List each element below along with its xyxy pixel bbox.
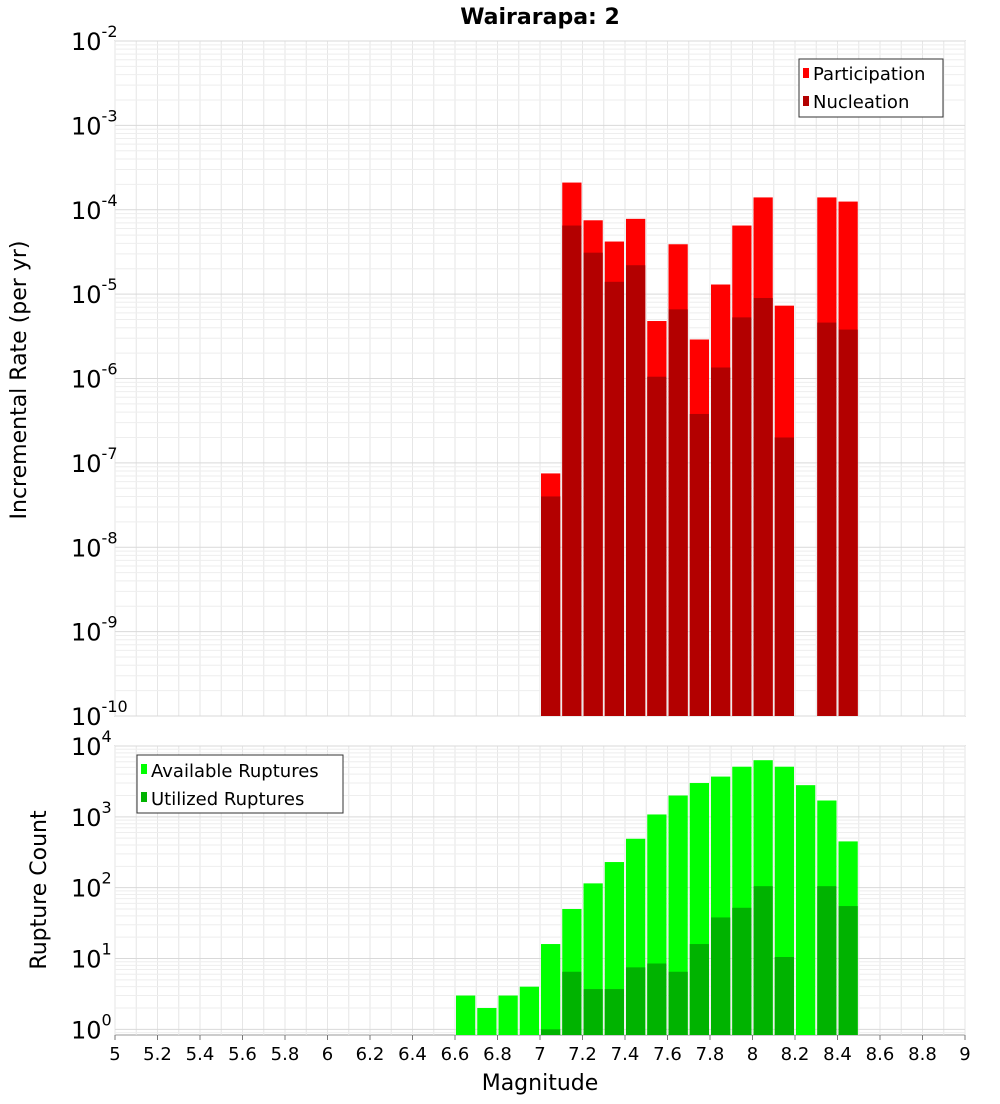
x-tick-label: 6.2 [356,1044,385,1065]
y-tick-label: 102 [71,869,112,903]
rate-legend-box [798,58,944,118]
nucleation-bar [838,329,858,716]
x-tick-label: 8.4 [823,1044,852,1065]
available-legend-swatch [141,764,147,774]
x-tick-label: 5.8 [271,1044,300,1065]
x-tick-label: 8 [747,1044,758,1065]
x-tick-label: 7.8 [696,1044,725,1065]
x-tick-label: 5.6 [228,1044,257,1065]
count-gridlines [114,745,966,1035]
x-tick-label: 5.4 [186,1044,215,1065]
rate-bars [541,182,858,717]
y-tick-label: 100 [71,1010,112,1044]
x-tick-label: 6.4 [398,1044,427,1065]
nucleation-bar [562,225,582,716]
nucleation-bar [647,376,667,716]
y-tick-label: 10-5 [71,275,118,309]
x-tick-label: 7.2 [568,1044,597,1065]
x-tick-label: 5.2 [143,1044,172,1065]
available-ruptures-bar [541,944,561,1035]
utilized-ruptures-bar [626,967,646,1035]
available-legend-label: Available Ruptures [151,761,319,782]
utilized-ruptures-bar [689,944,709,1035]
rate-gridlines [114,40,966,717]
available-ruptures-bar [477,1008,497,1035]
count-y-ticks: 104 103 102 101 100 [71,727,112,1044]
nucleation-legend-label: Nucleation [813,92,909,113]
rate-y-axis-label: Incremental Rate (per yr) [7,241,32,520]
x-tick-label: 9 [959,1044,970,1065]
utilized-ruptures-bar [732,907,752,1035]
y-tick-label: 10-9 [71,613,118,647]
nucleation-bar [774,437,794,716]
x-tick-label: 6 [322,1044,333,1065]
y-tick-label: 10-7 [71,444,118,478]
nucleation-bar [604,281,624,716]
y-tick-label: 103 [71,798,112,832]
y-tick-label: 101 [71,940,112,974]
utilized-ruptures-bar [711,917,731,1035]
rate-y-ticks: 10-2 10-3 10-4 10-5 10-6 10-7 10-8 10-9 10-10 [71,22,128,731]
available-ruptures-bar [456,995,476,1035]
nucleation-bar [711,367,731,716]
y-tick-label: 10-2 [71,22,118,56]
utilized-ruptures-bar [774,956,794,1035]
utilized-ruptures-bar [647,963,667,1035]
utilized-ruptures-bar [838,906,858,1035]
x-tick-label: 8.8 [908,1044,937,1065]
nucleation-bar [583,252,603,716]
available-ruptures-bar [498,995,518,1035]
x-tick-label: 6.8 [483,1044,512,1065]
count-y-axis-label: Rupture Count [27,810,52,970]
count-legend-box [136,754,344,814]
utilized-ruptures-bar [583,989,603,1035]
y-tick-label: 104 [71,727,112,761]
participation-legend-label: Participation [813,64,925,85]
count-bars [456,760,858,1035]
utilized-ruptures-bar [562,971,582,1035]
participation-legend-swatch [803,68,809,78]
utilized-ruptures-bar [817,886,837,1035]
rate-panel: 10-2 10-3 10-4 10-5 10-6 10-7 10-8 10-9 10-10 In… [7,22,966,731]
nucleation-bar [689,413,709,716]
x-axis-label: Magnitude [482,1071,599,1096]
x-tick-label: 5 [109,1044,120,1065]
utilized-ruptures-bar [668,971,688,1035]
nucleation-bar [753,297,773,716]
nucleation-bar [541,496,561,716]
y-tick-label: 10-6 [71,360,118,394]
nucleation-bar [626,265,646,716]
utilized-legend-swatch [141,792,147,802]
x-tick-label: 8.6 [866,1044,895,1065]
y-tick-label: 10-10 [71,697,128,731]
y-tick-label: 10-4 [71,191,118,225]
x-tick-label: 7.6 [653,1044,682,1065]
count-panel: 104 103 102 101 100 5 5.2 5.4 5.6 5.8 6 6.2 6.4 6.6 6… [27,727,971,1096]
x-tick-label: 7.4 [611,1044,640,1065]
utilized-ruptures-bar [604,989,624,1035]
x-tick-label: 6.6 [441,1044,470,1065]
utilized-ruptures-bar [753,886,773,1035]
x-tick-label: 7 [534,1044,545,1065]
count-legend: Available Ruptures Utilized Ruptures [136,754,344,814]
chart-title: Wairarapa: 2 [460,5,620,30]
utilized-legend-label: Utilized Ruptures [151,789,304,810]
nucleation-bar [732,317,752,716]
x-tick-label: 8.2 [781,1044,810,1065]
nucleation-bar [817,322,837,716]
y-tick-label: 10-3 [71,106,118,140]
nucleation-legend-swatch [803,96,809,106]
y-tick-label: 10-8 [71,528,118,562]
available-ruptures-bar [519,986,539,1035]
utilized-ruptures-bar [541,1029,561,1035]
rate-legend: Participation Nucleation [798,58,944,118]
count-x-ticks: 5 5.2 5.4 5.6 5.8 6 6.2 6.4 6.6 6.8 7 7.2 7.4 7.6 7.8 8… [109,1035,971,1065]
nucleation-bar [668,309,688,716]
available-ruptures-bar [796,785,816,1035]
